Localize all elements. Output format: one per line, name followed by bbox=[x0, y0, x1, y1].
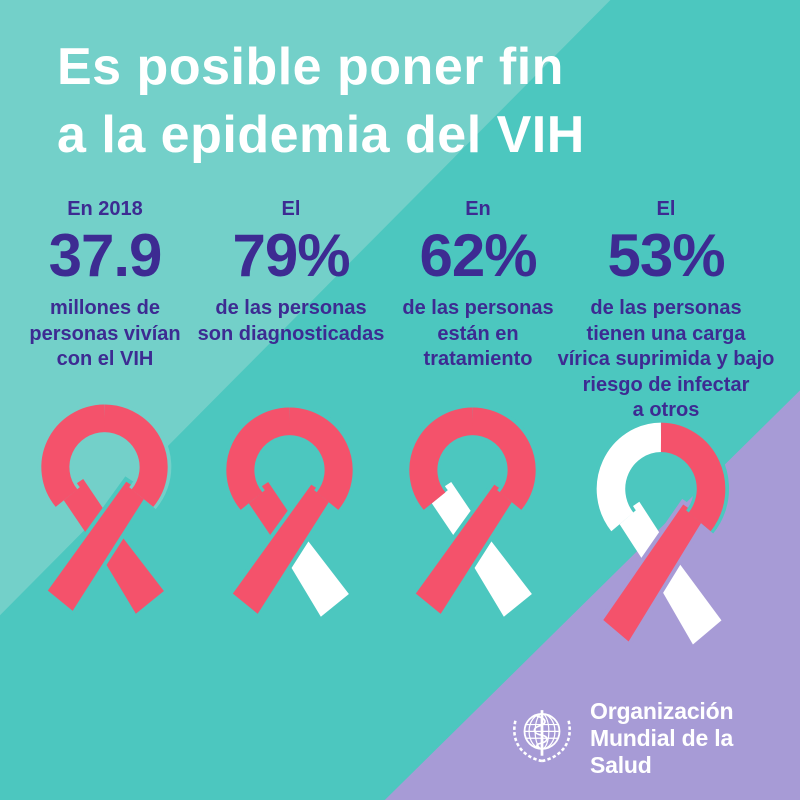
who-logo: Organización Mundial de la Salud bbox=[504, 698, 800, 779]
stat-people-living-with-hiv: En 2018 37.9 millones de personas vivían… bbox=[0, 198, 210, 373]
awareness-ribbon-icon bbox=[577, 420, 745, 648]
stat-value: 53% bbox=[607, 222, 725, 289]
awareness-ribbon-icon bbox=[207, 405, 372, 620]
stat-intro: El bbox=[281, 198, 301, 220]
stat-intro: En 2018 bbox=[67, 198, 143, 220]
who-logo-text: Organización Mundial de la Salud bbox=[590, 698, 800, 779]
stat-description: de las personas están en tratamiento bbox=[402, 297, 554, 371]
stat-intro: En bbox=[465, 198, 491, 220]
page-title: Es posible poner fin a la epidemia del V… bbox=[57, 34, 585, 169]
who-logo-line-1: Organización bbox=[590, 698, 734, 724]
stat-value: 37.9 bbox=[48, 222, 163, 289]
stat-value: 62% bbox=[419, 222, 537, 289]
stat-description: de las personas son diagnosticadas bbox=[197, 297, 385, 345]
awareness-ribbon-icon bbox=[22, 402, 187, 617]
stat-intro: El bbox=[656, 198, 676, 220]
stat-value: 79% bbox=[232, 222, 350, 289]
title-line-1: Es posible poner fin bbox=[57, 38, 564, 96]
title-line-2: a la epidemia del VIH bbox=[57, 105, 585, 164]
who-logo-line-2: Mundial de la Salud bbox=[590, 725, 734, 779]
stat-virally-suppressed: El 53% de las personas tienen una carga … bbox=[537, 198, 795, 424]
stat-diagnosed: El 79% de las personas son diagnosticada… bbox=[186, 198, 396, 347]
stat-description: millones de personas vivían con el VIH bbox=[29, 297, 181, 371]
who-emblem-icon bbox=[513, 709, 571, 762]
stat-on-treatment: En 62% de las personas están en tratamie… bbox=[368, 198, 588, 373]
awareness-ribbon-icon bbox=[390, 405, 555, 620]
stat-description: de las personas tienen una carga vírica … bbox=[557, 297, 775, 422]
